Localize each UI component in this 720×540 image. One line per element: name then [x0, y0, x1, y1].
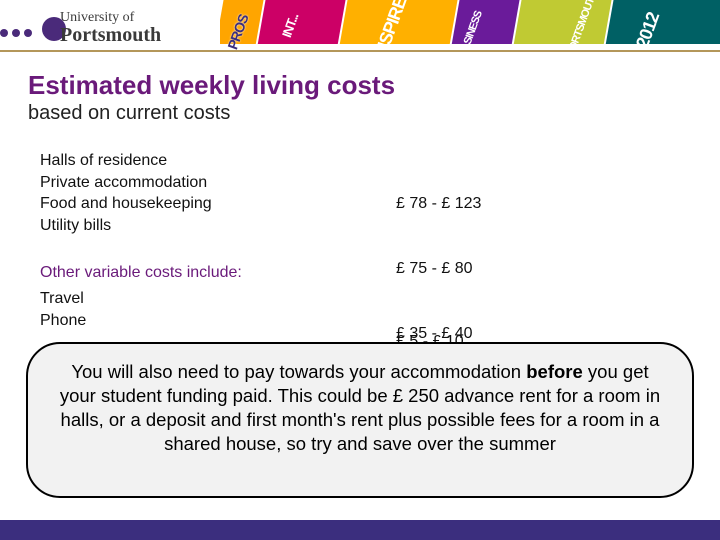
cost-label: Phone	[40, 310, 86, 332]
banner-block	[257, 0, 348, 44]
callout-pre: You will also need to pay towards your a…	[71, 361, 526, 382]
cost-label: Utility bills	[40, 215, 212, 237]
callout-bold: before	[526, 361, 583, 382]
banner-block	[451, 0, 522, 44]
variable-cost-labels: Travel Phone	[40, 288, 86, 331]
fixed-cost-labels: Halls of residence Private accommodation…	[40, 150, 212, 236]
header: PROS INT... INSPIRE SINESS PORTSMOUTH 20…	[0, 0, 720, 56]
slide-title: Estimated weekly living costs	[28, 70, 395, 101]
cost-value: £ 78 - £ 123	[396, 193, 481, 215]
university-logo: University of Portsmouth	[0, 6, 240, 52]
footer-bar	[0, 520, 720, 540]
cost-label: Travel	[40, 288, 86, 310]
cost-label: Food and housekeeping	[40, 193, 212, 215]
banner-block	[605, 0, 720, 44]
banner-block	[513, 0, 614, 44]
logo-dots-icon	[0, 24, 66, 41]
cost-value: £ 75 - £ 80	[396, 258, 481, 280]
callout-bubble: You will also need to pay towards your a…	[26, 342, 694, 498]
cost-label: Private accommodation	[40, 172, 212, 194]
header-divider	[0, 50, 720, 52]
slide-subtitle: based on current costs	[28, 102, 230, 125]
logo-line2: Portsmouth	[60, 24, 161, 47]
cost-label: Halls of residence	[40, 150, 212, 172]
variable-cost-header: Other variable costs include:	[40, 264, 242, 282]
